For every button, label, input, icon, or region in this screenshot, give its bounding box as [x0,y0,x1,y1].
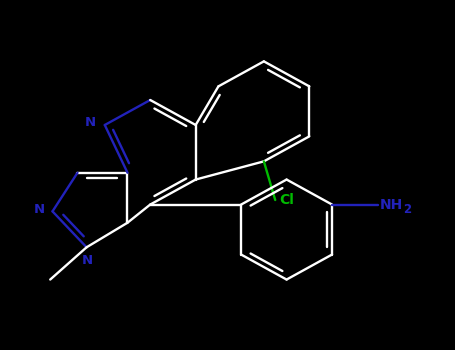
Text: N: N [82,253,93,266]
Text: N: N [34,203,46,216]
Text: NH: NH [380,197,403,211]
Text: 2: 2 [404,203,411,216]
Text: N: N [85,116,96,129]
Text: Cl: Cl [279,193,294,207]
